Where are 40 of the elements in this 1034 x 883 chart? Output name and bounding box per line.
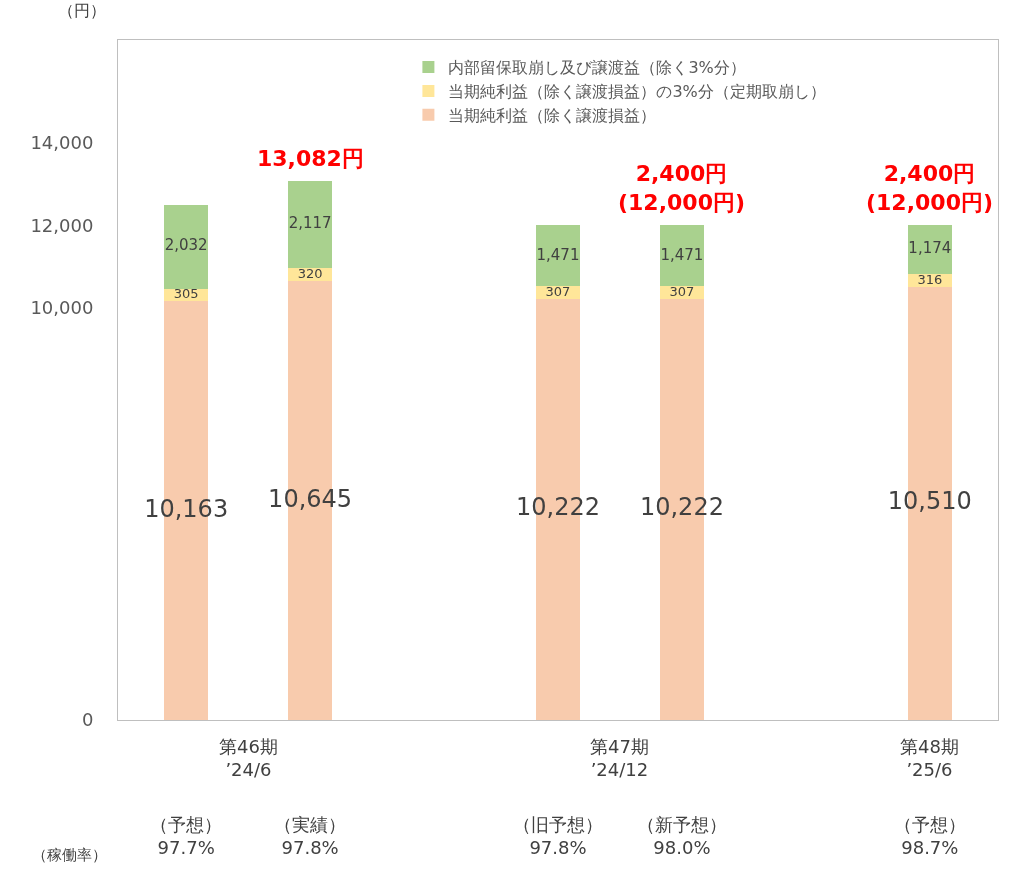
data-label: 2,032 (164, 236, 208, 255)
bar (535, 225, 581, 287)
annotation: 2,400円 (12,000円) (618, 161, 746, 215)
bar (659, 225, 705, 287)
bar (287, 180, 333, 269)
data-label: 316 (917, 271, 943, 287)
y-tick-label: 0 (81, 709, 94, 731)
data-label: 320 (297, 265, 323, 281)
annotation: 13,082円 (257, 146, 364, 171)
text: （稼働率） (32, 846, 107, 864)
text: 第48期 ’25/6 (900, 736, 959, 781)
data-label: 305 (173, 286, 199, 302)
x-tick-label: （予想） 97.7% (150, 813, 223, 858)
data-label: 2,117 (288, 214, 332, 233)
text: 第47期 ’24/12 (590, 736, 649, 781)
data-label: 10,645 (268, 484, 353, 513)
legend-label: 内部留保取崩し及び譲渡益（除く3%分） (448, 58, 746, 78)
y-tick-label: 10,000 (30, 297, 94, 319)
annotation: 2,400円 (12,000円) (866, 161, 994, 215)
bar (163, 204, 209, 289)
x-tick-label: （予想） 98.7% (893, 813, 966, 858)
data-label: 10,222 (639, 493, 724, 522)
y-axis-title: （円） (58, 1, 106, 20)
data-label: 1,471 (660, 245, 704, 264)
data-label: 1,471 (536, 245, 580, 264)
legend-label: 当期純利益（除く譲渡損益）の3%分（定期取崩し） (448, 82, 826, 102)
legend-label: 当期純利益（除く譲渡損益） (448, 105, 657, 125)
data-label: 307 (545, 283, 571, 299)
data-label: 10,510 (887, 487, 972, 516)
data-label: 10,163 (144, 494, 229, 523)
x-tick-label: （実績） 97.8% (274, 813, 347, 858)
x-tick-label: （新予想） 98.0% (636, 813, 727, 858)
y-tick-label: 14,000 (30, 132, 94, 154)
data-label: 307 (669, 283, 695, 299)
data-label: 1,174 (908, 239, 952, 258)
text: 第46期 ’24/6 (219, 736, 278, 781)
data-label: 10,222 (516, 493, 600, 522)
y-tick-label: 12,000 (30, 214, 94, 236)
bar (907, 225, 953, 274)
x-tick-label: （旧予想） 97.8% (513, 813, 603, 858)
